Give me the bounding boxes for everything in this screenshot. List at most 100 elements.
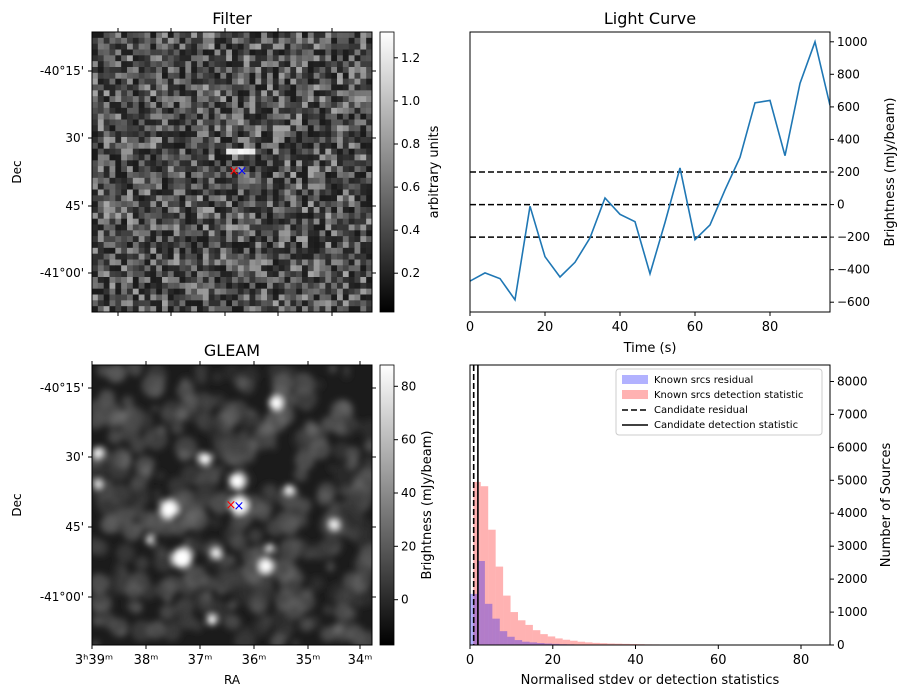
filter-pixel — [208, 125, 215, 132]
filter-pixel — [103, 265, 110, 272]
filter-pixel — [138, 294, 145, 301]
filter-pixel — [307, 172, 314, 179]
filter-pixel — [267, 32, 274, 39]
filter-pixel — [360, 131, 367, 138]
filter-pixel — [237, 148, 244, 155]
filter-pixel — [319, 288, 326, 295]
filter-pixel — [331, 119, 338, 126]
filter-pixel — [220, 90, 227, 97]
filter-pixel — [220, 61, 227, 68]
filter-pixel — [237, 224, 244, 231]
filter-pixel — [214, 32, 221, 39]
filter-pixel — [220, 294, 227, 301]
filter-pixel — [167, 230, 174, 237]
filter-pixel — [115, 306, 122, 312]
filter-pixel — [290, 43, 297, 50]
filter-pixel — [173, 72, 180, 79]
filter-pixel — [366, 72, 372, 79]
filter-pixel — [319, 277, 326, 284]
gleam-diffuse-emission — [288, 365, 297, 374]
filter-pixel — [127, 43, 134, 50]
filter-pixel — [179, 177, 186, 184]
filter-pixel — [109, 183, 116, 190]
filter-pixel — [173, 247, 180, 254]
filter-pixel — [272, 137, 279, 144]
filter-pixel — [191, 160, 198, 167]
filter-pixel — [267, 288, 274, 295]
filter-pixel — [337, 218, 344, 225]
filter-pixel — [354, 137, 361, 144]
filter-pixel — [255, 172, 262, 179]
filter-pixel — [272, 37, 279, 44]
filter-pixel — [243, 119, 250, 126]
filter-pixel — [325, 119, 332, 126]
filter-pixel — [278, 113, 285, 120]
gleam-diffuse-emission — [326, 555, 334, 563]
filter-pixel — [296, 142, 303, 149]
filter-pixel — [214, 154, 221, 161]
filter-pixel — [162, 102, 169, 109]
filter-pixel — [162, 72, 169, 79]
filter-pixel — [354, 306, 361, 312]
filter-pixel — [302, 236, 309, 243]
filter-pixel — [167, 189, 174, 196]
filter-pixel — [325, 172, 332, 179]
histogram-bar — [537, 643, 545, 645]
histogram-y-tick-label: 4000 — [837, 506, 868, 520]
filter-pixel — [179, 195, 186, 202]
filter-pixel — [307, 90, 314, 97]
filter-pixel — [202, 113, 209, 120]
filter-pixel — [144, 288, 151, 295]
filter-pixel — [92, 166, 99, 173]
filter-pixel — [162, 142, 169, 149]
filter-pixel — [354, 37, 361, 44]
filter-pixel — [167, 166, 174, 173]
filter-pixel — [127, 166, 134, 173]
filter-pixel — [144, 67, 151, 74]
filter-pixel — [127, 271, 134, 278]
filter-pixel — [208, 183, 215, 190]
filter-pixel — [144, 160, 151, 167]
filter-pixel — [243, 259, 250, 266]
filter-pixel — [249, 288, 256, 295]
filter-pixel — [132, 61, 139, 68]
filter-pixel — [237, 247, 244, 254]
filter-pixel — [360, 78, 367, 85]
filter-pixel — [296, 300, 303, 307]
filter-pixel — [255, 84, 262, 91]
filter-pixel — [127, 300, 134, 307]
filter-pixel — [307, 154, 314, 161]
filter-pixel — [220, 195, 227, 202]
filter-pixel — [272, 282, 279, 289]
filter-pixel — [331, 166, 338, 173]
filter-pixel — [179, 84, 186, 91]
filter-pixel — [144, 78, 151, 85]
filter-pixel — [103, 212, 110, 219]
filter-pixel — [278, 78, 285, 85]
filter-pixel — [220, 67, 227, 74]
filter-pixel — [202, 84, 209, 91]
filter-pixel — [296, 177, 303, 184]
filter-pixel — [337, 183, 344, 190]
filter-pixel — [325, 148, 332, 155]
filter-pixel — [127, 195, 134, 202]
filter-pixel — [319, 195, 326, 202]
filter-pixel — [307, 207, 314, 214]
filter-pixel — [115, 148, 122, 155]
filter-panel: Filter ×× -40°15'30'45'-41°00' Dec 0.20.… — [10, 9, 442, 316]
filter-pixel — [348, 236, 355, 243]
filter-pixel — [150, 282, 157, 289]
filter-pixel — [302, 177, 309, 184]
gleam-diffuse-emission — [219, 489, 232, 502]
filter-pixel — [97, 131, 104, 138]
filter-pixel — [138, 96, 145, 103]
filter-pixel — [313, 172, 320, 179]
filter-pixel — [313, 102, 320, 109]
filter-pixel — [267, 282, 274, 289]
filter-pixel — [337, 195, 344, 202]
filter-pixel — [179, 96, 186, 103]
light-curve-x-ticks: 0 20 40 60 80 — [466, 312, 778, 335]
filter-pixel — [337, 96, 344, 103]
filter-pixel — [115, 102, 122, 109]
filter-pixel — [103, 160, 110, 167]
